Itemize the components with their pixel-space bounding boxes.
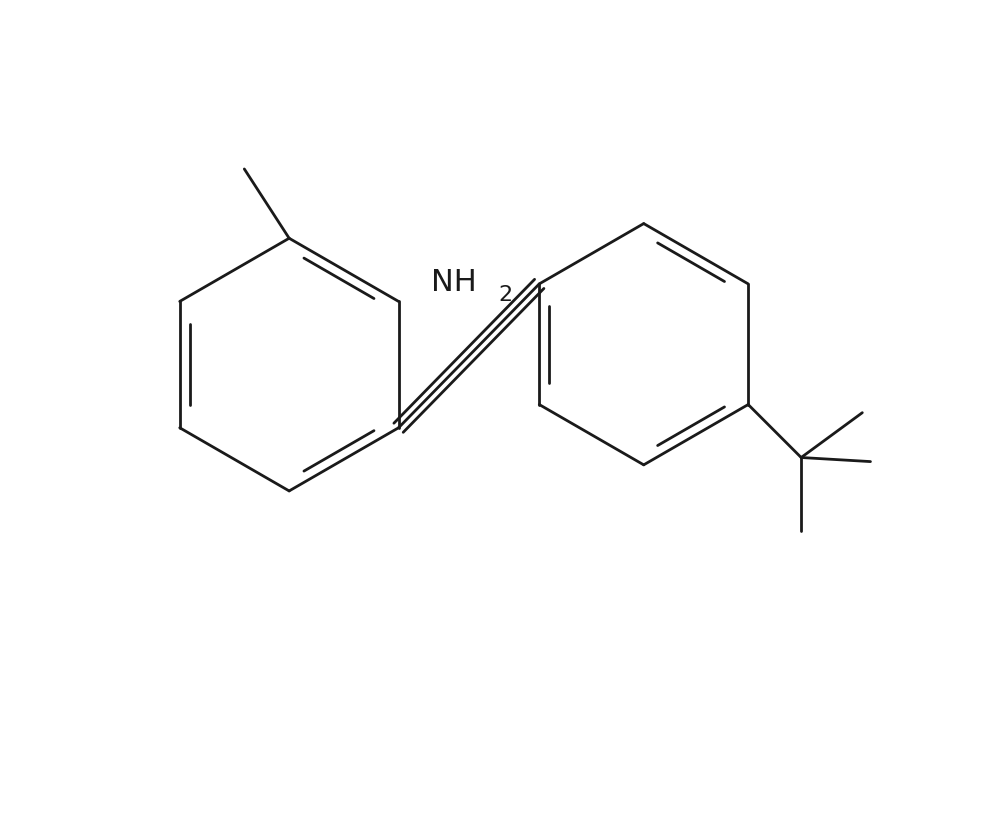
Text: 2: 2 — [498, 285, 512, 305]
Text: NH: NH — [431, 267, 477, 296]
